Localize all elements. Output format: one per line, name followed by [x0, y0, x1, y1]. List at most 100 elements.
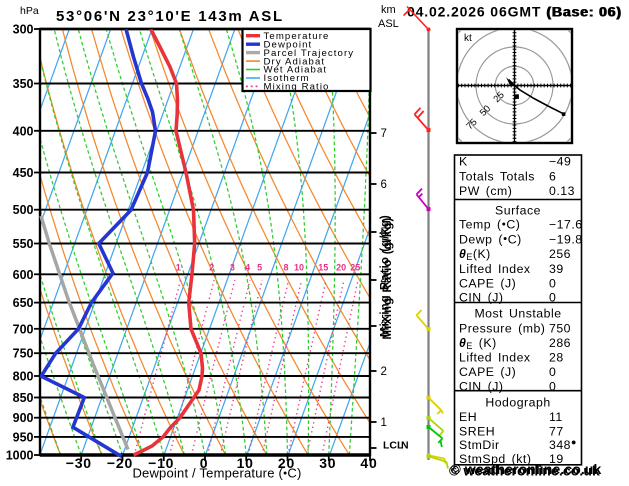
svg-text:LCL: LCL [383, 439, 404, 451]
svg-text:2: 2 [209, 263, 214, 273]
svg-text:1000: 1000 [6, 449, 34, 463]
svg-text:Totals Totals: Totals Totals [459, 169, 535, 183]
svg-text:N: N [401, 439, 409, 451]
svg-text:19: 19 [549, 452, 564, 466]
svg-text:−49: −49 [549, 155, 571, 169]
svg-text:900: 900 [13, 411, 34, 425]
svg-text:2: 2 [381, 366, 387, 378]
svg-text:750: 750 [549, 321, 571, 335]
svg-text:0: 0 [549, 276, 556, 290]
svg-text:53°06'N 23°10'E 143m ASL: 53°06'N 23°10'E 143m ASL [56, 8, 284, 25]
svg-text:−30: −30 [66, 455, 92, 471]
svg-text:20: 20 [278, 455, 295, 471]
svg-text:0: 0 [549, 290, 556, 304]
svg-text:0: 0 [549, 365, 556, 379]
svg-text:300: 300 [13, 23, 34, 37]
svg-text:ASL: ASL [378, 18, 399, 30]
svg-text:θE(K): θE(K) [459, 247, 491, 262]
svg-text:4: 4 [381, 275, 388, 287]
svg-text:7: 7 [381, 128, 387, 140]
svg-text:StmDir: StmDir [459, 438, 500, 452]
svg-text:40: 40 [360, 455, 377, 471]
svg-text:77: 77 [549, 424, 564, 438]
svg-text:3: 3 [381, 321, 387, 333]
svg-text:© weatheronline.co.uk: © weatheronline.co.uk [449, 463, 600, 479]
svg-text:CIN (J): CIN (J) [459, 290, 503, 304]
svg-text:0.13: 0.13 [549, 184, 575, 198]
svg-text:−10: −10 [148, 455, 174, 471]
svg-text:Dewpoint / Temperature (●C): Dewpoint / Temperature (●C) [132, 466, 301, 481]
svg-text:Temperature: Temperature [264, 31, 330, 42]
svg-text:PW (cm): PW (cm) [459, 184, 512, 198]
svg-text:© weatheronline.co.uk: © weatheronline.co.uk [451, 461, 602, 477]
svg-text:20: 20 [336, 263, 346, 273]
svg-text:850: 850 [13, 391, 34, 405]
svg-text:10: 10 [294, 263, 304, 273]
svg-text:Dewpoint: Dewpoint [264, 39, 313, 50]
svg-text:25: 25 [350, 263, 360, 273]
svg-text:04.02.2026 06GMT (Base: 06): 04.02.2026 06GMT (Base: 06) [407, 4, 621, 20]
svg-text:Most Unstable: Most Unstable [474, 307, 561, 321]
svg-text:km: km [381, 4, 396, 16]
svg-text:θE (K): θE (K) [459, 336, 497, 351]
svg-text:Lifted Index: Lifted Index [459, 351, 531, 365]
svg-text:750: 750 [13, 347, 34, 361]
svg-text:256: 256 [549, 247, 571, 261]
svg-text:−19.8: −19.8 [549, 232, 583, 246]
svg-text:CAPE (J): CAPE (J) [459, 276, 516, 290]
svg-text:1: 1 [176, 263, 181, 273]
svg-text:8: 8 [283, 263, 288, 273]
svg-text:CIN (J): CIN (J) [459, 379, 503, 393]
svg-text:Hodograph: Hodograph [485, 395, 550, 409]
svg-text:kt: kt [464, 33, 472, 44]
svg-text:348●: 348● [549, 437, 577, 452]
svg-text:Pressure (mb): Pressure (mb) [459, 321, 545, 335]
svg-text:CAPE (J): CAPE (J) [459, 365, 516, 379]
svg-text:1: 1 [381, 417, 387, 429]
svg-text:Temp (●C): Temp (●C) [459, 218, 520, 232]
svg-text:Mixing Ratio (g/kg): Mixing Ratio (g/kg) [380, 214, 392, 337]
svg-text:5: 5 [257, 263, 262, 273]
svg-text:39: 39 [549, 262, 564, 276]
svg-text:3: 3 [230, 263, 235, 273]
svg-text:SREH: SREH [459, 424, 495, 438]
svg-text:−20: −20 [107, 455, 133, 471]
svg-text:Surface: Surface [495, 204, 541, 218]
svg-text:950: 950 [13, 430, 34, 444]
svg-text:0: 0 [549, 379, 556, 393]
svg-text:15: 15 [318, 263, 328, 273]
svg-text:K: K [459, 155, 468, 169]
svg-text:10: 10 [237, 455, 254, 471]
svg-text:StmSpd (kt): StmSpd (kt) [459, 452, 531, 466]
svg-text:6: 6 [549, 169, 556, 183]
svg-text:600: 600 [13, 268, 34, 282]
svg-text:286: 286 [549, 336, 571, 350]
svg-text:4: 4 [245, 263, 250, 273]
svg-text:EH: EH [459, 410, 477, 424]
svg-text:Mixing Ratio: Mixing Ratio [264, 82, 330, 93]
svg-text:0: 0 [200, 455, 209, 471]
svg-text:Parcel Trajectory: Parcel Trajectory [264, 48, 355, 59]
svg-text:Wet Adiabat: Wet Adiabat [264, 65, 328, 76]
svg-text:Dewp (●C): Dewp (●C) [459, 232, 522, 246]
svg-text:11: 11 [549, 410, 563, 424]
svg-text:(Base: 06): (Base: 06) [547, 4, 622, 20]
svg-text:Dry Adiabat: Dry Adiabat [264, 56, 326, 67]
svg-text:hPa: hPa [20, 5, 39, 17]
svg-text:450: 450 [13, 166, 34, 180]
svg-text:6: 6 [381, 179, 387, 191]
svg-text:−17.6: −17.6 [549, 218, 583, 232]
svg-text:800: 800 [13, 370, 34, 384]
svg-text:650: 650 [13, 296, 34, 310]
svg-text:28: 28 [549, 351, 564, 365]
svg-text:5: 5 [381, 227, 387, 239]
svg-text:500: 500 [13, 203, 34, 217]
svg-text:550: 550 [13, 237, 34, 251]
svg-text:30: 30 [319, 455, 336, 471]
svg-text:400: 400 [13, 124, 34, 138]
svg-text:Lifted Index: Lifted Index [459, 262, 531, 276]
svg-text:Mixing Ratio (g/kg): Mixing Ratio (g/kg) [382, 217, 394, 340]
svg-text:Isotherm: Isotherm [264, 73, 310, 84]
svg-text:700: 700 [13, 322, 34, 336]
svg-text:350: 350 [13, 77, 34, 91]
